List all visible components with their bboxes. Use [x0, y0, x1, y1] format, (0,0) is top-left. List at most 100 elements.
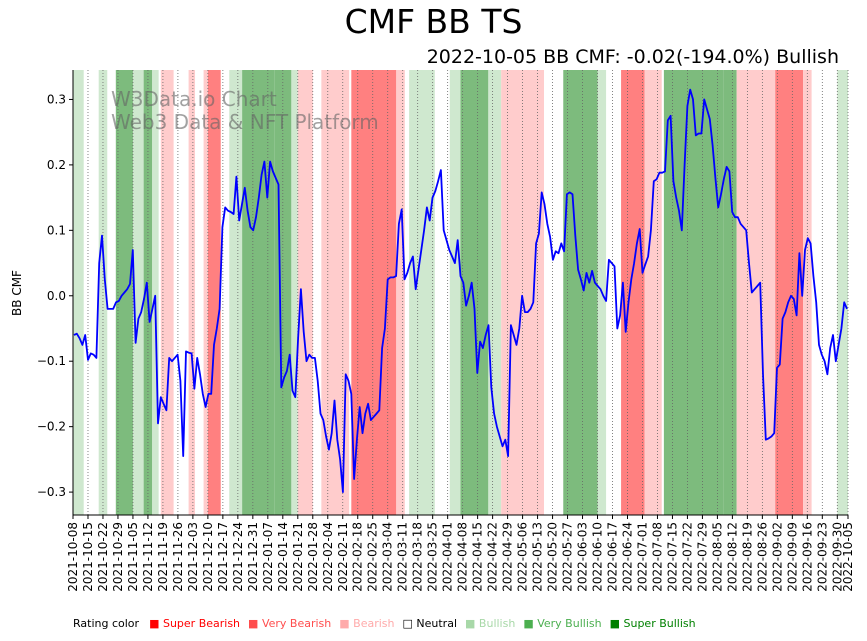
- rating-band-bearish: [396, 70, 405, 515]
- x-tick-label: 2022-01-14: [276, 522, 290, 592]
- x-tick-label: 2022-01-21: [291, 522, 305, 592]
- x-tick-label: 2022-08-26: [755, 522, 769, 592]
- x-tick-label: 2022-01-28: [306, 522, 320, 592]
- legend-label: Very Bullish: [537, 617, 602, 630]
- x-tick-label: 2021-12-24: [231, 522, 245, 592]
- x-tick-label: 2022-04-29: [501, 522, 515, 592]
- x-tick-label: 2022-07-15: [665, 522, 679, 592]
- x-tick-label: 2022-07-29: [695, 522, 709, 592]
- legend-item-super-bullish: ■ Super Bullish: [610, 617, 696, 630]
- rating-band-bearish: [297, 70, 313, 515]
- rating-band-bullish: [73, 70, 84, 515]
- x-tick-label: 2022-07-08: [651, 522, 665, 592]
- x-tick-label: 2021-12-03: [186, 522, 200, 592]
- rating-band-bearish: [520, 70, 544, 515]
- x-tick-label: 2022-01-07: [261, 522, 275, 592]
- legend-item-very-bullish: ■ Very Bullish: [523, 617, 601, 630]
- x-tick-label: 2021-11-19: [156, 522, 170, 592]
- y-tick-label: 0.0: [47, 289, 66, 303]
- legend-item-bullish: ■ Bullish: [465, 617, 515, 630]
- rating-band-very-bearish: [775, 70, 804, 515]
- y-tick-label: −0.1: [37, 354, 66, 368]
- x-tick-label: 2022-07-22: [680, 522, 694, 592]
- chart-subtitle: 2022-10-05 BB CMF: -0.02(-194.0%) Bullis…: [426, 46, 839, 68]
- x-tick-label: 2022-09-02: [770, 522, 784, 592]
- x-tick-label: 2021-10-29: [111, 522, 125, 592]
- legend-label: Bearish: [353, 617, 395, 630]
- legend-item-super-bearish: ■ Super Bearish: [149, 617, 240, 630]
- rating-band-very-bearish: [351, 70, 397, 515]
- x-tick-label: 2021-11-12: [141, 522, 155, 592]
- x-tick-label: 2022-06-10: [591, 522, 605, 592]
- legend-item-very-bearish: ■ Very Bearish: [248, 617, 331, 630]
- x-tick-label: 2022-08-12: [725, 522, 739, 592]
- rating-band-bearish: [501, 70, 521, 515]
- x-tick-label: 2022-02-25: [366, 522, 380, 592]
- legend-label: Super Bearish: [162, 617, 241, 630]
- x-tick-label: 2021-12-10: [201, 522, 215, 592]
- x-tick-label: 2022-09-16: [800, 522, 814, 592]
- watermark: W3Data.io Chart Web3 Data & NFT Platform: [111, 88, 379, 134]
- rating-band-bearish: [188, 70, 196, 515]
- y-tick-label: 0.3: [47, 92, 66, 106]
- x-tick-label: 2022-04-01: [441, 522, 455, 592]
- legend-label: Bullish: [478, 617, 516, 630]
- x-tick-label: 2022-05-27: [561, 522, 575, 592]
- x-tick-label: 2021-10-08: [66, 522, 80, 592]
- rating-band-bullish: [152, 70, 159, 515]
- x-tick-label: 2022-04-22: [486, 522, 500, 592]
- legend-marker: ■: [609, 617, 620, 630]
- rating-band-very-bearish: [207, 70, 221, 515]
- rating-band-bearish: [203, 70, 208, 515]
- legend-label: Neutral: [416, 617, 458, 630]
- x-tick-label: 2022-02-11: [336, 522, 350, 592]
- x-tick-label: 2022-05-20: [546, 522, 560, 592]
- rating-band-bearish: [736, 70, 776, 515]
- x-tick-label: 2022-05-06: [516, 522, 530, 592]
- rating-band-bullish: [291, 70, 298, 515]
- rating-band-bullish: [229, 70, 243, 515]
- rating-legend: Rating color ■ Super Bearish ■ Very Bear…: [73, 617, 704, 630]
- x-tick-label: 2022-09-09: [785, 522, 799, 592]
- x-tick-label: 2022-02-04: [321, 522, 335, 592]
- x-tick-label: 2022-10-05: [841, 522, 855, 592]
- rating-band-bullish: [449, 70, 461, 515]
- rating-band-very-bullish: [563, 70, 598, 515]
- x-tick-label: 2021-11-05: [126, 522, 140, 592]
- y-tick-label: 0.2: [47, 158, 66, 172]
- watermark-line-1: W3Data.io Chart: [111, 87, 277, 111]
- watermark-line-2: Web3 Data & NFT Platform: [111, 110, 379, 134]
- cmf-series-line: [73, 88, 848, 494]
- legend-label: Very Bearish: [261, 617, 332, 630]
- legend-title: Rating color: [73, 617, 140, 630]
- rating-band-very-bullish: [723, 70, 737, 515]
- x-tick-label: 2021-12-31: [246, 522, 260, 592]
- x-tick-label: 2022-09-23: [815, 522, 829, 592]
- rating-band-bullish: [488, 70, 502, 515]
- x-tick-label: 2022-08-19: [740, 522, 754, 592]
- rating-band-bearish: [321, 70, 350, 515]
- legend-label: Super Bullish: [623, 617, 696, 630]
- legend-marker: ■: [523, 617, 534, 630]
- x-tick-label: 2022-04-08: [456, 522, 470, 592]
- y-tick-label: −0.3: [37, 485, 66, 499]
- rating-band-very-bearish: [621, 70, 645, 515]
- x-tick-label: 2022-06-17: [606, 522, 620, 592]
- x-tick-label: 2022-04-15: [471, 522, 485, 592]
- legend-marker: ■: [339, 617, 350, 630]
- legend-marker: □: [402, 617, 413, 630]
- x-tick-label: 2021-10-15: [81, 522, 95, 592]
- x-tick-label: 2022-03-11: [396, 522, 410, 592]
- chart-title: CMF BB TS: [344, 2, 523, 41]
- rating-band-bullish: [132, 70, 144, 515]
- legend-marker: ■: [248, 617, 259, 630]
- x-tick-label: 2022-03-25: [426, 522, 440, 592]
- x-tick-label: 2022-07-01: [636, 522, 650, 592]
- rating-band-bullish: [409, 70, 435, 515]
- rating-band-bullish: [837, 70, 848, 515]
- x-tick-label: 2022-06-24: [621, 522, 635, 592]
- rating-band-very-bullish: [663, 70, 724, 515]
- y-tick-label: 0.1: [47, 223, 66, 237]
- legend-marker: ■: [149, 617, 160, 630]
